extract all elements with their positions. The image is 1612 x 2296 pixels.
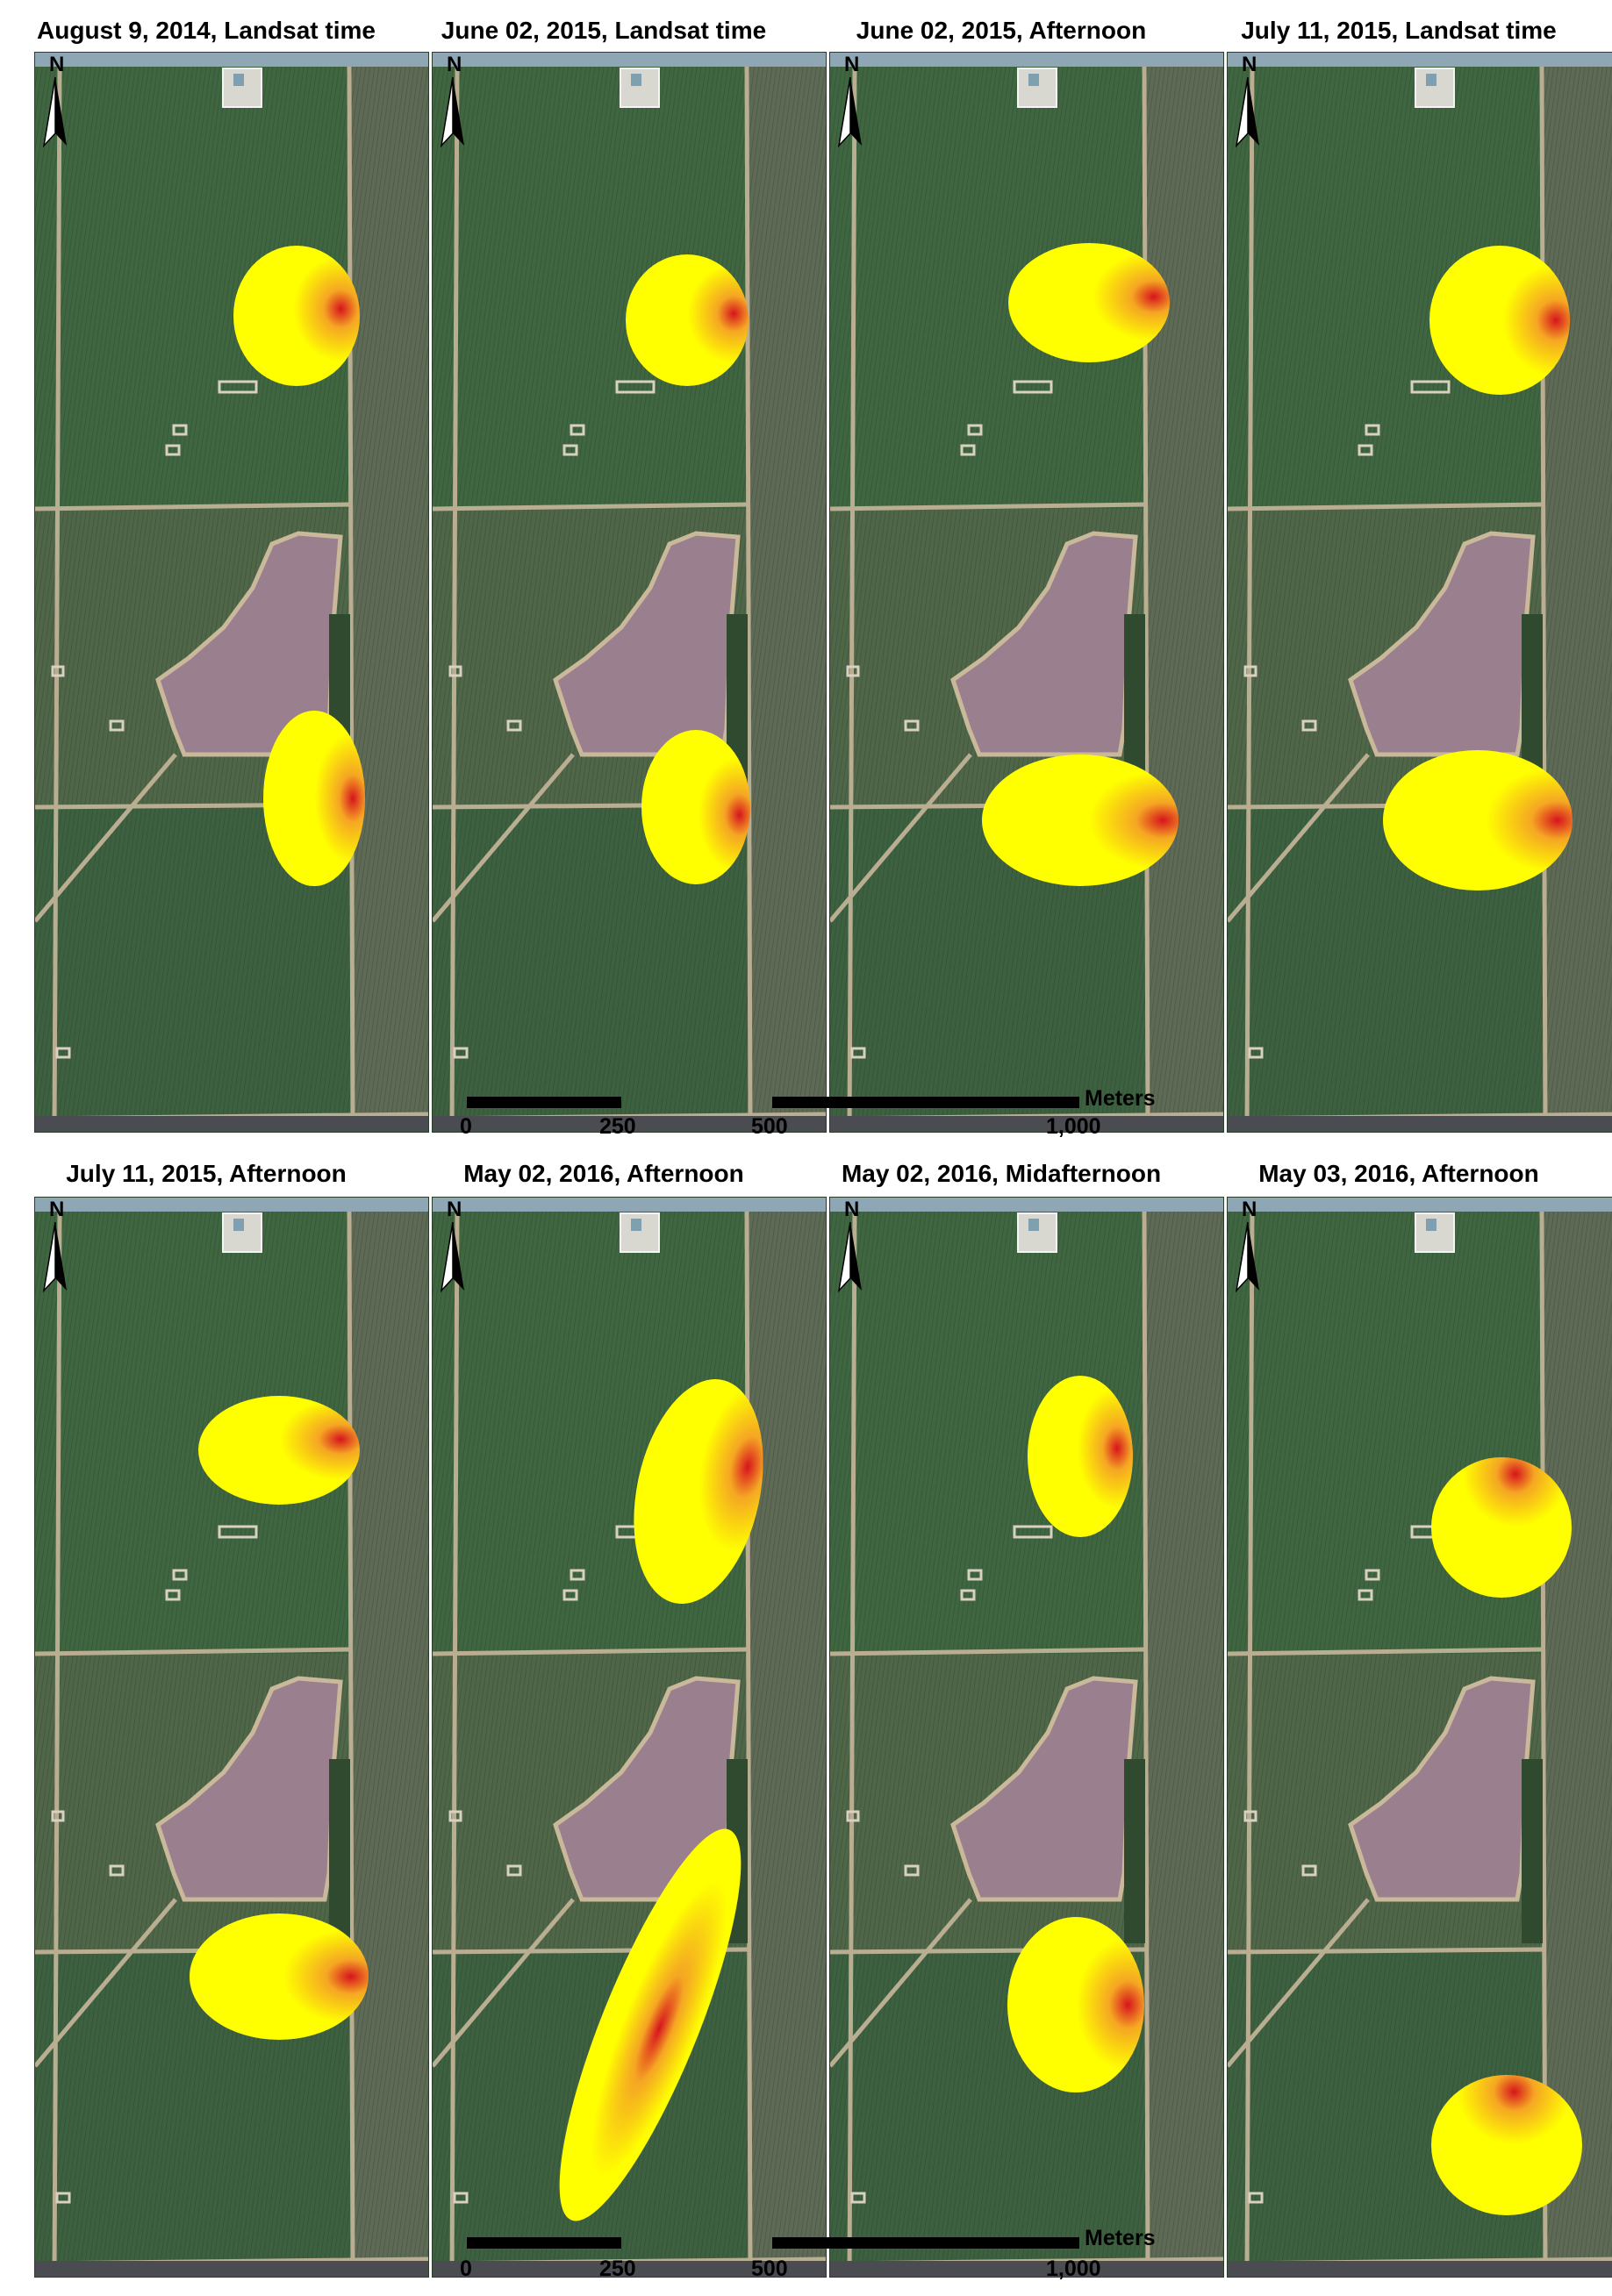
map-panel: N [1228,1198,1612,2277]
flux-footprint [641,730,750,884]
scale-bar-segment [467,1097,621,1108]
scale-tick-label: 0 [460,1114,472,1139]
field-map [1228,1198,1612,2277]
flux-footprint [982,755,1179,886]
panel-title: May 03, 2016, Afternoon [1258,1160,1539,1187]
scale-tick-label: 1,000 [1046,1114,1101,1139]
scale-bar-segment [467,2237,621,2249]
scale-unit-label: Meters [1085,1086,1156,1111]
scale-tick-label: 250 [599,2257,636,2281]
panel-title: May 02, 2016, Midafternoon [841,1160,1162,1187]
scale-tick-label: 1,000 [1046,2257,1101,2281]
north-label: N [844,1198,860,1221]
map-panel: N [35,53,428,1132]
north-arrow-icon: N [40,1198,70,1308]
scale-tick-label: 500 [751,1114,788,1139]
flux-footprint [634,1379,763,1604]
panel-title: June 02, 2015, Landsat time [441,17,767,44]
north-label: N [844,53,860,76]
north-label: N [49,53,65,76]
flux-footprint [1008,243,1170,362]
field-map [433,53,826,1132]
flux-footprint [198,1396,360,1505]
north-label: N [1242,53,1257,76]
panel-title: July 11, 2015, Afternoon [66,1160,347,1187]
flux-footprint [1429,246,1570,395]
scale-bar-segment [772,2237,1079,2249]
panel-title: July 11, 2015, Landsat time [1241,17,1557,44]
north-arrow-icon: N [438,53,468,163]
map-panel: N [433,1198,826,2277]
flux-footprint [1431,1457,1572,1598]
north-arrow-icon: N [835,53,865,163]
map-panel: N [433,53,826,1132]
north-arrow-icon: N [1233,1198,1263,1308]
field-map [830,53,1223,1132]
field-map [35,1198,428,2277]
field-map [830,1198,1223,2277]
flux-footprint [1383,750,1573,891]
flux-footprint [559,1828,742,2221]
flux-footprint [626,254,749,386]
north-label: N [1242,1198,1257,1221]
flux-footprint [233,246,360,386]
scale-tick-label: 500 [751,2257,788,2281]
flux-footprint [1431,2075,1582,2215]
north-arrow-icon: N [438,1198,468,1308]
field-map [35,53,428,1132]
north-label: N [447,53,462,76]
flux-footprint [263,711,365,886]
map-panel: N [830,1198,1223,2277]
north-label: N [49,1198,65,1221]
field-map [1228,53,1612,1132]
panel-title: August 9, 2014, Landsat time [37,17,376,44]
flux-footprint [1028,1376,1133,1537]
flux-footprint [190,1913,369,2040]
north-arrow-icon: N [835,1198,865,1308]
scale-unit-label: Meters [1085,2226,1156,2250]
scale-bar-segment [772,1097,1079,1108]
field-map [433,1198,826,2277]
north-label: N [447,1198,462,1221]
flux-footprint [1007,1917,1144,2092]
map-panel: N [35,1198,428,2277]
north-arrow-icon: N [1233,53,1263,163]
north-arrow-icon: N [40,53,70,163]
map-panel: N [830,53,1223,1132]
panel-title: June 02, 2015, Afternoon [856,17,1147,44]
scale-tick-label: 250 [599,1114,636,1139]
scale-tick-label: 0 [460,2257,472,2281]
map-panel: N [1228,53,1612,1132]
panel-title: May 02, 2016, Afternoon [463,1160,744,1187]
